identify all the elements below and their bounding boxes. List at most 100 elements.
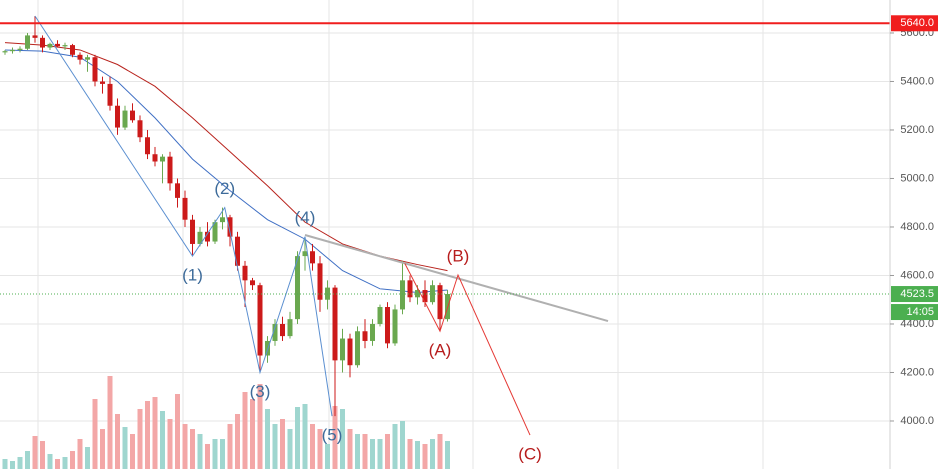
candle-body	[355, 331, 361, 366]
volume-bar	[70, 451, 76, 469]
volume-bar	[430, 439, 436, 469]
time-grid	[37, 0, 764, 469]
volume-bar	[100, 429, 106, 469]
candle-body	[317, 263, 323, 300]
drawings: (1) (2) (3) (4) (5) (A) (B) (C)	[0, 15, 890, 464]
candle-body	[370, 323, 376, 341]
volume-bar	[295, 407, 301, 469]
volume-bar	[400, 421, 406, 469]
volume-bar	[370, 439, 376, 469]
countdown-tag	[891, 304, 938, 321]
volume-bar	[310, 424, 316, 469]
alert-label: 5640.0	[900, 17, 934, 29]
candle-body	[107, 83, 113, 106]
wave-label: (3)	[250, 382, 271, 401]
candle-body	[122, 110, 128, 128]
candle-body	[220, 217, 226, 223]
volume-bar	[205, 444, 211, 469]
volume-bar	[325, 444, 331, 469]
candle-body	[190, 219, 196, 244]
volume-bar	[55, 459, 61, 469]
candle-body	[85, 57, 91, 60]
candle-body	[392, 309, 398, 344]
volume-bar	[2, 459, 8, 469]
volume-bar	[85, 447, 91, 469]
volume-bar	[92, 399, 98, 469]
volume-bar	[122, 427, 128, 469]
volume-bar	[280, 419, 286, 469]
wave-label: (5)	[322, 426, 343, 445]
volume-bar	[355, 434, 361, 469]
wave-label: (4)	[295, 208, 316, 227]
candle-body	[182, 197, 188, 220]
wave-label: (1)	[182, 266, 203, 285]
volume-bar	[62, 457, 68, 469]
candle-body	[47, 43, 53, 48]
volume-bar	[115, 414, 121, 469]
candle-body	[242, 265, 248, 281]
volume	[2, 376, 451, 469]
candle-body	[280, 323, 286, 337]
candle-body	[70, 45, 76, 55]
candle-body	[385, 307, 391, 344]
volume-bar	[167, 419, 173, 469]
volume-bar	[32, 436, 38, 469]
volume-bar	[362, 434, 368, 469]
y-tick-label: 4800.0	[900, 221, 934, 233]
candle-body	[2, 51, 8, 53]
candle-body	[145, 137, 151, 155]
candle-body	[197, 231, 203, 244]
candle-body	[400, 280, 406, 310]
candle-body	[265, 340, 271, 356]
candles	[2, 16, 451, 417]
y-tick-label: 5400.0	[900, 75, 934, 87]
alert-tag	[891, 15, 938, 32]
candle-body	[160, 156, 166, 162]
volume-bar	[392, 424, 398, 469]
candle-body	[167, 156, 173, 184]
candle-body	[437, 285, 443, 320]
candle-body	[10, 49, 16, 52]
volume-bar	[317, 429, 323, 469]
candle-body	[340, 338, 346, 361]
y-tick-label: 4600.0	[900, 269, 934, 281]
volume-bar	[422, 444, 428, 469]
candle-body	[17, 48, 23, 50]
volume-bar	[40, 441, 46, 469]
volume-bar	[212, 439, 218, 469]
candle-body	[152, 154, 158, 162]
candle-body	[295, 256, 301, 320]
candle-body	[302, 251, 308, 257]
volume-bar	[137, 409, 143, 469]
volume-bar	[130, 434, 136, 469]
volume-bar	[77, 439, 83, 469]
volume-bar	[415, 441, 421, 469]
candle-body	[205, 231, 211, 242]
price-grid	[0, 32, 890, 422]
volume-bar	[385, 434, 391, 469]
volume-bar	[182, 424, 188, 469]
volume-bar	[220, 439, 226, 469]
candle-body	[377, 307, 383, 324]
volume-bar	[17, 457, 23, 469]
candle-body	[40, 37, 46, 48]
y-tick-label: 5000.0	[900, 172, 934, 184]
price-axis: 4000.0 4200.0 4400.0 4600.0 4800.0 5000.0 5200…	[890, 15, 938, 427]
volume-bar	[160, 411, 166, 469]
trendline	[304, 234, 609, 323]
volume-bar	[190, 429, 196, 469]
volume-bar	[47, 454, 53, 469]
volume-bar	[250, 399, 256, 469]
volume-bar	[445, 441, 451, 469]
countdown: 14:05	[906, 306, 934, 318]
volume-bar	[340, 409, 346, 469]
volume-bar	[302, 404, 308, 469]
volume-bar	[145, 401, 151, 469]
y-tick-label: 4400.0	[900, 318, 934, 330]
volume-bar	[152, 397, 158, 469]
candle-body	[362, 331, 368, 341]
candle-body	[62, 45, 68, 47]
wave-label: (B)	[447, 246, 470, 265]
